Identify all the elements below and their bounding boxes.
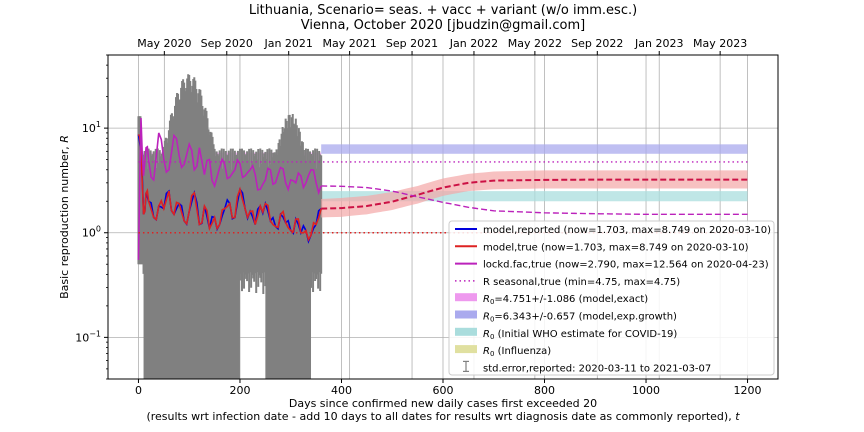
legend-label: model,reported (now=1.703, max=8.749 on … <box>483 225 771 236</box>
x-tick-label: 0 <box>135 384 142 397</box>
y-tick-label: 10−1 <box>75 329 101 344</box>
series-line <box>137 117 322 260</box>
reference-band <box>321 191 748 202</box>
y-tick-label: 101 <box>82 120 101 135</box>
reference-band <box>321 144 748 154</box>
chart-title: Lithuania, Scenario= seas. + vacc + vari… <box>249 3 637 18</box>
x-tick-label: 600 <box>433 384 454 397</box>
top-tick-label: Jan 2021 <box>263 37 312 50</box>
projection-band-area <box>321 170 748 218</box>
top-tick-label: Jan 2022 <box>449 37 498 50</box>
top-date-axis: May 2020 Sep 2020 Jan 2021 May 2021 Sep 2021… <box>137 37 747 55</box>
error-bars <box>137 74 323 379</box>
top-tick-label: Sep 2022 <box>571 37 623 50</box>
x-axis: 0 200 400 600 800 1000 1200 <box>135 379 762 397</box>
legend: model,reported (now=1.703, max=8.749 on … <box>448 220 775 376</box>
legend-swatch <box>455 293 477 302</box>
legend-label: R0 (Initial WHO estimate for COVID-19) <box>483 329 677 341</box>
x-tick-label: 200 <box>229 384 250 397</box>
legend-label: std.error,reported: 2020-03-11 to 2021-0… <box>483 363 711 374</box>
top-tick-label: Sep 2020 <box>201 37 253 50</box>
top-tick-label: May 2022 <box>508 37 562 50</box>
x-axis-label-2: (results wrt infection date - add 10 day… <box>146 410 740 423</box>
y-axis: 10−1 100 101 <box>75 54 108 380</box>
legend-label: R0=4.751+/-1.086 (model,exact) <box>483 294 648 306</box>
top-tick-label: Jan 2023 <box>634 37 683 50</box>
top-tick-label: May 2020 <box>137 37 191 50</box>
series-line <box>137 134 322 242</box>
legend-swatch <box>455 345 477 354</box>
legend-label: model,true (now=1.703, max=8.749 on 2020… <box>483 242 749 253</box>
legend-swatch <box>455 310 477 319</box>
top-tick-label: May 2023 <box>693 37 747 50</box>
x-tick-label: 1000 <box>632 384 660 397</box>
y-axis-label: Basic reproduction number, R <box>58 135 71 299</box>
y-tick-label: 100 <box>82 225 101 240</box>
legend-label: R seasonal,true (min=4.75, max=4.75) <box>483 277 680 288</box>
top-tick-label: May 2021 <box>322 37 376 50</box>
chart-subtitle: Vienna, October 2020 [jbudzin@gmail.com] <box>301 18 585 33</box>
series-line <box>321 178 748 210</box>
projection-band <box>321 170 748 218</box>
top-tick-label: Sep 2021 <box>386 37 438 50</box>
legend-label: R0 (Influenza) <box>483 346 551 358</box>
x-tick-label: 1200 <box>734 384 762 397</box>
legend-label: R0=6.343+/-0.657 (model,exp.growth) <box>483 312 677 324</box>
x-tick-label: 400 <box>331 384 352 397</box>
series-lines <box>137 117 748 260</box>
legend-swatch <box>455 327 477 336</box>
legend-box <box>448 220 775 376</box>
x-axis-label: Days since confirmed new daily cases fir… <box>289 397 597 410</box>
legend-label: lockd.fac,true (now=2.790, max=12.564 on… <box>483 260 769 271</box>
x-tick-label: 800 <box>534 384 555 397</box>
